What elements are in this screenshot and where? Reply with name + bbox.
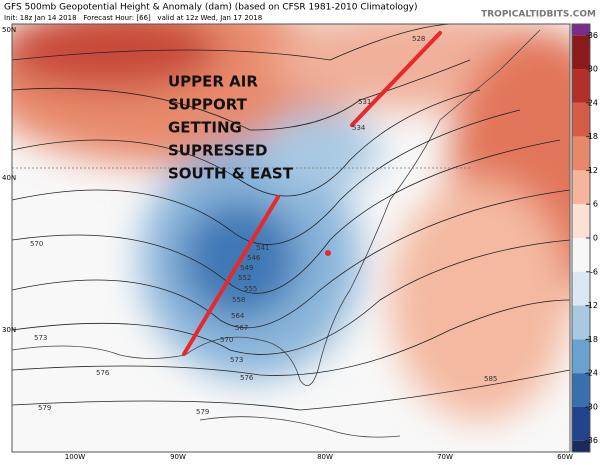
- map-area: [12, 24, 570, 438]
- colorbar-tick-label: -6: [590, 267, 598, 276]
- colorbar-segment: [572, 136, 590, 171]
- colorbar-segment: [572, 35, 590, 70]
- longitude-label: 90W: [170, 453, 186, 461]
- map-frame: [11, 23, 571, 453]
- contour-label: 573: [230, 356, 243, 364]
- colorbar-segment: [572, 24, 590, 36]
- colorbar-tick-label: 24: [588, 98, 598, 107]
- colorbar-segment: [572, 170, 590, 205]
- colorbar-segment: [572, 271, 590, 306]
- contour-label: 576: [240, 374, 254, 382]
- longitude-label: 80W: [317, 453, 333, 461]
- annotation-line: SOUTH & EAST: [168, 165, 294, 183]
- contour-label: 573: [34, 334, 47, 342]
- anomaly-shading: [12, 24, 570, 420]
- longitude-label: 60W: [557, 453, 573, 461]
- latitude-label: 40N: [2, 174, 16, 182]
- contour-label: 552: [238, 274, 251, 282]
- annotation-line: SUPPORT: [168, 96, 248, 114]
- contour-label: 534: [352, 124, 366, 132]
- source: TROPICALTIDBITS.COM: [481, 10, 596, 20]
- contour-label: 528: [412, 35, 425, 43]
- contour-label: 579: [38, 404, 51, 412]
- colorbar-tick-label: -24: [585, 369, 598, 378]
- colorbar-tick-label: 18: [588, 132, 598, 141]
- contour-label: 579: [196, 408, 209, 416]
- longitude-label: 70W: [437, 453, 453, 461]
- marker: [325, 250, 331, 256]
- colorbar-tick-label: -30: [585, 402, 598, 411]
- longitude-label: 100W: [65, 453, 85, 461]
- annotation-line: GETTING: [168, 119, 242, 137]
- colorbar-segment: [572, 305, 590, 340]
- subtitle: Init: 18z Jan 14 2018 Forecast Hour: [66…: [4, 14, 262, 22]
- colorbar-tick-label: 30: [588, 65, 598, 74]
- colorbar-segment: [572, 102, 590, 137]
- colorbar-segment: [572, 69, 590, 103]
- colorbar-tick-label: 12: [588, 166, 598, 175]
- height-contours: [12, 24, 570, 411]
- colorbar-segment: [572, 204, 590, 238]
- contour-label: 576: [96, 369, 110, 377]
- contour-label: 564: [231, 312, 245, 320]
- contour-label: 555: [244, 285, 257, 293]
- colorbar-segment: [572, 339, 590, 374]
- contour-label: 549: [240, 264, 253, 272]
- contour-label: 567: [235, 324, 248, 332]
- colorbar-tick-label: -12: [585, 301, 598, 310]
- colorbar-tick-label: 0: [593, 234, 598, 243]
- colorbar-tick-label: -18: [585, 335, 598, 344]
- contour-label: 585: [484, 375, 497, 383]
- contour-label: 570: [30, 240, 43, 248]
- contour-label: 541: [256, 244, 269, 252]
- title: GFS 500mb Geopotential Height & Anomaly …: [4, 3, 418, 13]
- contour-label: 546: [247, 254, 261, 262]
- contour-label: 531: [358, 98, 371, 106]
- colorbar-segment: [572, 406, 590, 441]
- latitude-label: 30N: [2, 326, 16, 334]
- colorbar-tick-label: 6: [593, 200, 598, 209]
- colorbar-segment: [572, 440, 590, 452]
- coastlines: [12, 29, 541, 438]
- latitude-label: 50N: [2, 26, 16, 34]
- colorbar-tick-label: 36: [588, 31, 598, 40]
- annotation-arrows: [182, 31, 442, 356]
- annotation-line: UPPER AIR: [168, 73, 258, 91]
- annotation-line: SUPRESSED: [168, 142, 267, 160]
- colorbar-segment: [572, 373, 590, 407]
- colorbar-segment: [572, 238, 590, 272]
- colorbar-tick-label: -36: [585, 436, 598, 445]
- contour-label: 570: [220, 336, 233, 344]
- contour-label: 558: [232, 296, 245, 304]
